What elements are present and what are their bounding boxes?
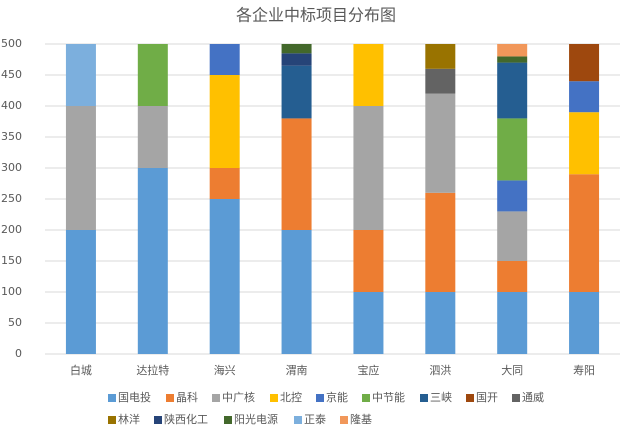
bar-segment (137, 168, 168, 354)
legend-label: 通威 (522, 391, 544, 404)
y-tick-label: 50 (8, 316, 22, 329)
x-tick-label: 海兴 (214, 363, 236, 377)
legend-swatch (420, 394, 428, 402)
bar-segment (425, 44, 456, 69)
x-tick-label: 泗洪 (429, 363, 451, 377)
y-tick-label: 100 (1, 285, 22, 298)
legend-swatch (154, 416, 162, 424)
bar-segment (497, 180, 528, 212)
y-tick-label: 300 (1, 161, 22, 174)
legend-label: 林洋 (118, 412, 140, 426)
legend-swatch (316, 394, 324, 402)
legend-label: 晶科 (176, 390, 198, 404)
x-tick-label: 寿阳 (573, 363, 595, 377)
y-tick-label: 0 (15, 347, 22, 360)
bar-segment (497, 211, 528, 261)
legend-swatch (294, 416, 302, 424)
legend-swatch (108, 394, 116, 402)
bar-segment (65, 44, 96, 106)
legend-swatch (362, 394, 370, 402)
legend-swatch (466, 394, 474, 402)
bar-segment (353, 292, 384, 354)
bar-segment (497, 292, 528, 354)
x-tick-label: 大同 (501, 363, 523, 377)
bar-segment (137, 44, 168, 106)
bar-segment (137, 106, 168, 168)
bar-segment (281, 118, 312, 230)
legend-label: 国电投 (118, 390, 151, 404)
bar-segment (353, 230, 384, 292)
x-tick-label: 白城 (70, 363, 92, 377)
bar-segment (569, 44, 600, 82)
legend-swatch (166, 394, 174, 402)
x-tick-label: 渭南 (286, 364, 308, 377)
bar-segment (425, 68, 456, 94)
y-tick-label: 350 (1, 130, 22, 143)
bar-segment (497, 261, 528, 292)
legend-label: 陕西化工 (164, 412, 208, 426)
legend-swatch (270, 394, 278, 402)
bar-segment (209, 199, 240, 354)
y-tick-label: 450 (1, 68, 22, 81)
legend-label: 正泰 (304, 412, 326, 426)
legend-swatch (108, 416, 116, 424)
legend-label: 三峡 (430, 390, 452, 404)
y-tick-label: 200 (1, 223, 22, 236)
legend-label: 国开 (476, 391, 498, 404)
legend-swatch (224, 416, 232, 424)
bar-segment (497, 56, 528, 63)
bar-segment (281, 65, 312, 119)
bar-segment (65, 106, 96, 230)
bar-segment (497, 62, 528, 119)
bar-segment (425, 192, 456, 292)
bar-segment (209, 75, 240, 168)
bar-segment (353, 44, 384, 106)
y-tick-label: 500 (1, 37, 22, 50)
bar-segment (569, 174, 600, 292)
bar-segment (569, 292, 600, 354)
legend-swatch (512, 394, 520, 402)
legend-label: 阳光电源 (234, 412, 278, 426)
bar-segment (569, 112, 600, 175)
bar-segment (425, 292, 456, 354)
legend-label: 北控 (280, 390, 302, 404)
x-tick-label: 宝应 (357, 363, 379, 377)
bar-segment (497, 118, 528, 181)
bar-segment (209, 168, 240, 199)
bar-segment (209, 44, 240, 75)
bar-segment (497, 44, 528, 57)
chart-title: 各企业中标项目分布图 (236, 6, 396, 25)
legend-label: 中节能 (372, 390, 405, 404)
legend-label: 隆基 (350, 412, 372, 426)
bar-segment (281, 44, 312, 54)
legend-label: 京能 (326, 390, 348, 404)
bar-segment (65, 230, 96, 354)
y-tick-label: 150 (1, 254, 22, 267)
y-tick-label: 250 (1, 192, 22, 205)
legend-label: 中广核 (222, 390, 255, 404)
bar-segment (425, 93, 456, 193)
bar-segment (281, 53, 312, 66)
legend-swatch (340, 416, 348, 424)
bar-segment (281, 230, 312, 354)
legend-swatch (212, 394, 220, 402)
bar-segment (569, 81, 600, 113)
x-tick-label: 达拉特 (136, 363, 169, 377)
y-tick-label: 400 (1, 99, 22, 112)
bar-segment (353, 106, 384, 230)
